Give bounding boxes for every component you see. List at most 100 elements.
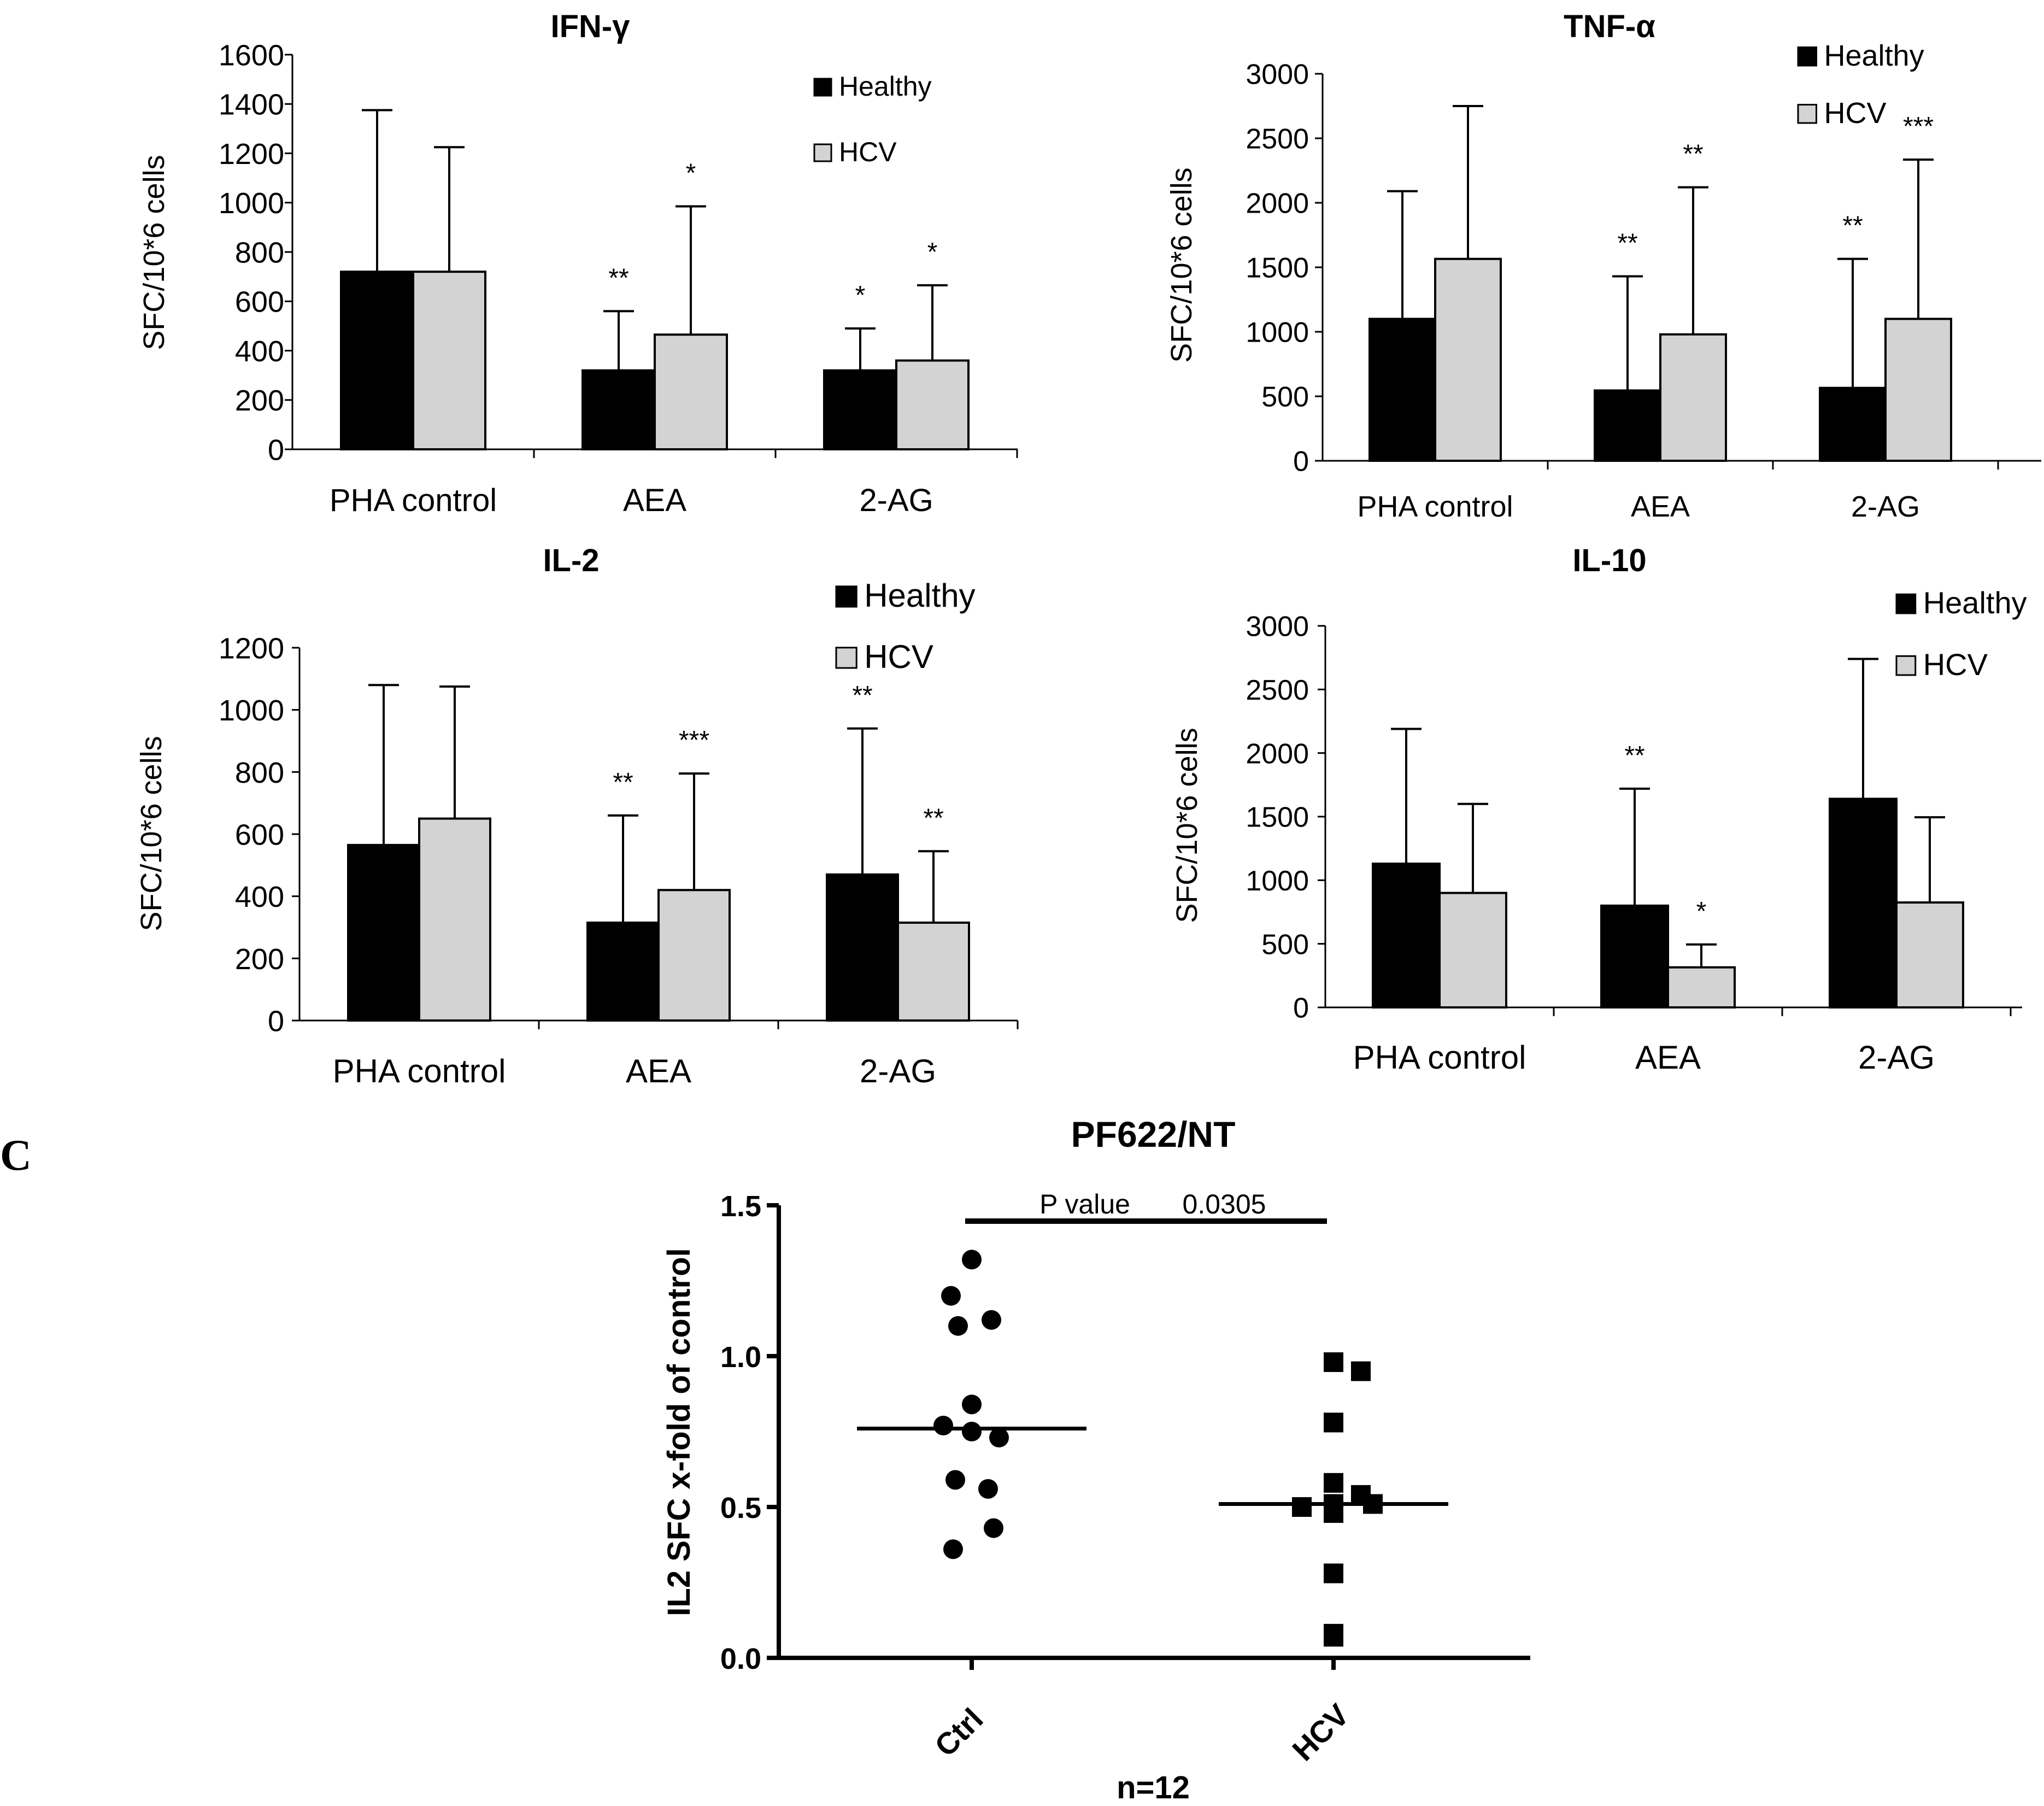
pf622-point-ctrl xyxy=(962,1250,982,1270)
il2-bar-healthy-1 xyxy=(586,921,660,1022)
tnfa-y-tick-label: 3000 xyxy=(1246,59,1309,91)
pf622-point-ctrl xyxy=(945,1470,965,1490)
il2-y-axis-label: SFC/10*6 cells xyxy=(135,736,168,931)
il2-y-tick-label: 400 xyxy=(235,881,284,913)
pf622-point-ctrl xyxy=(941,1286,961,1306)
tnfa-y-tick-label: 0 xyxy=(1293,446,1309,478)
pf622-x-axis-label: n=12 xyxy=(1117,1770,1190,1805)
il10-chart: IL-10 SFC/10*6 cells 0 500 1000 1500 2000 2500 3… xyxy=(1171,543,2027,1076)
ifng-y-tick-label: 0 xyxy=(268,433,284,466)
ifng-significance-mark: * xyxy=(927,238,938,267)
panel-label-c: C xyxy=(0,1131,32,1180)
il10-y-tick-label: 500 xyxy=(1261,929,1309,960)
pf622-point-hcv xyxy=(1351,1361,1371,1381)
tnfa-legend-hcv: HCV xyxy=(1824,97,1886,130)
tnfa-y-axis-label: SFC/10*6 cells xyxy=(1165,167,1198,362)
il2-bar-healthy-2 xyxy=(826,873,899,1022)
il10-y-tick-label: 1000 xyxy=(1246,865,1309,897)
il10-title: IL-10 xyxy=(1572,543,1646,578)
il2-legend-swatch-hcv xyxy=(835,647,857,669)
pf622-point-ctrl xyxy=(982,1310,1001,1330)
ifng-legend-swatch-hcv xyxy=(813,143,832,162)
il2-y-tick-label: 1200 xyxy=(219,632,284,665)
il2-title: IL-2 xyxy=(543,543,599,578)
tnfa-bar-hcv-0 xyxy=(1434,257,1502,462)
tnfa-bar-healthy-1 xyxy=(1594,389,1661,462)
ifng-y-tick-label: 200 xyxy=(235,384,284,417)
tnfa-significance-mark: *** xyxy=(1903,112,1934,141)
pf622-point-ctrl xyxy=(943,1539,963,1559)
il10-category-label: AEA xyxy=(1635,1039,1701,1076)
il10-significance-mark: * xyxy=(1696,897,1707,926)
pf622-y-tick-label: 0.0 xyxy=(720,1643,761,1675)
ifng-category-label: AEA xyxy=(623,483,686,518)
ifng-title: IFN-γ xyxy=(551,9,631,44)
pf622-chart: PF622/NT IL2 SFC x-fold of control n=12 0.0… xyxy=(661,1114,1530,1805)
pf622-point-ctrl xyxy=(962,1422,982,1441)
ifng-bar-healthy-1 xyxy=(582,369,656,450)
tnfa-bar-hcv-2 xyxy=(1884,318,1952,462)
il2-bar-hcv-2 xyxy=(897,921,970,1022)
pf622-title: PF622/NT xyxy=(1071,1114,1236,1154)
ifng-significance-mark: ** xyxy=(608,263,629,292)
il10-bar-healthy-1 xyxy=(1600,904,1669,1009)
il2-y-tick-label: 200 xyxy=(235,943,284,976)
pf622-point-ctrl xyxy=(948,1316,968,1336)
tnfa-y-tick-label: 2500 xyxy=(1246,124,1309,155)
ifng-legend-swatch-healthy xyxy=(813,78,832,97)
il2-category-label: AEA xyxy=(626,1053,691,1089)
pf622-y-tick-label: 0.5 xyxy=(720,1492,761,1524)
il10-bar-hcv-2 xyxy=(1895,901,1964,1009)
ifng-bar-hcv-0 xyxy=(412,271,486,450)
il10-bar-hcv-1 xyxy=(1667,966,1736,1008)
tnfa-legend-swatch-hcv xyxy=(1797,104,1817,124)
pf622-y-tick-label: 1.5 xyxy=(720,1190,761,1223)
ifng-bar-hcv-1 xyxy=(654,333,728,451)
il10-y-axis-label: SFC/10*6 cells xyxy=(1171,728,1203,923)
il2-category-label: PHA control xyxy=(333,1053,506,1089)
ifng-category-label: PHA control xyxy=(330,483,497,518)
il2-bar-hcv-0 xyxy=(418,817,491,1022)
ifng-y-tick-label: 600 xyxy=(235,286,284,319)
ifng-significance-mark: * xyxy=(686,159,696,188)
ifng-significance-mark: * xyxy=(855,281,866,310)
ifng-y-tick-label: 400 xyxy=(235,335,284,368)
pf622-p-value: 0.0305 xyxy=(1183,1189,1266,1219)
pf622-point-ctrl xyxy=(933,1415,953,1435)
il2-bar-hcv-1 xyxy=(657,889,731,1022)
tnfa-y-tick-label: 1500 xyxy=(1246,253,1309,284)
il2-chart: IL-2 SFC/10*6 cells 0 200 400 600 800 1000 1200 P… xyxy=(135,543,1019,1089)
tnfa-bar-healthy-0 xyxy=(1368,318,1436,462)
il2-legend-swatch-healthy xyxy=(835,585,857,608)
pf622-point-hcv xyxy=(1324,1503,1343,1523)
tnfa-significance-mark: ** xyxy=(1842,212,1863,241)
pf622-y-tick-label: 1.0 xyxy=(720,1341,761,1374)
tnfa-y-tick-label: 2000 xyxy=(1246,188,1309,220)
il10-y-tick-label: 2500 xyxy=(1246,675,1309,706)
il2-bar-healthy-0 xyxy=(347,843,420,1022)
ifng-y-tick-label: 1200 xyxy=(219,138,284,171)
tnfa-title: TNF-α xyxy=(1564,9,1655,44)
il2-y-tick-label: 0 xyxy=(268,1005,284,1037)
il2-y-tick-label: 800 xyxy=(235,757,284,789)
ifng-legend-hcv: HCV xyxy=(839,137,897,167)
il2-significance-mark: ** xyxy=(852,681,872,710)
ifng-y-axis-label: SFC/10*6 cells xyxy=(138,155,171,350)
il2-y-tick-label: 600 xyxy=(235,818,284,851)
pf622-point-hcv xyxy=(1324,1473,1343,1493)
ifng-category-label: 2-AG xyxy=(859,483,933,518)
il10-category-label: PHA control xyxy=(1353,1039,1526,1076)
tnfa-legend-swatch-healthy xyxy=(1797,46,1817,67)
il10-bar-healthy-0 xyxy=(1372,863,1441,1008)
pf622-point-hcv xyxy=(1324,1352,1343,1373)
il10-y-tick-label: 1500 xyxy=(1246,802,1309,834)
pf622-y-axis-label: IL2 SFC x-fold of control xyxy=(661,1248,697,1616)
tnfa-significance-mark: ** xyxy=(1617,229,1637,258)
il2-legend-hcv: HCV xyxy=(864,638,933,675)
tnfa-bar-hcv-1 xyxy=(1659,333,1727,462)
il10-y-tick-label: 3000 xyxy=(1246,611,1309,643)
tnfa-y-tick-label: 1000 xyxy=(1246,317,1309,349)
ifng-bar-healthy-2 xyxy=(823,369,897,450)
il10-bar-hcv-0 xyxy=(1438,892,1507,1008)
